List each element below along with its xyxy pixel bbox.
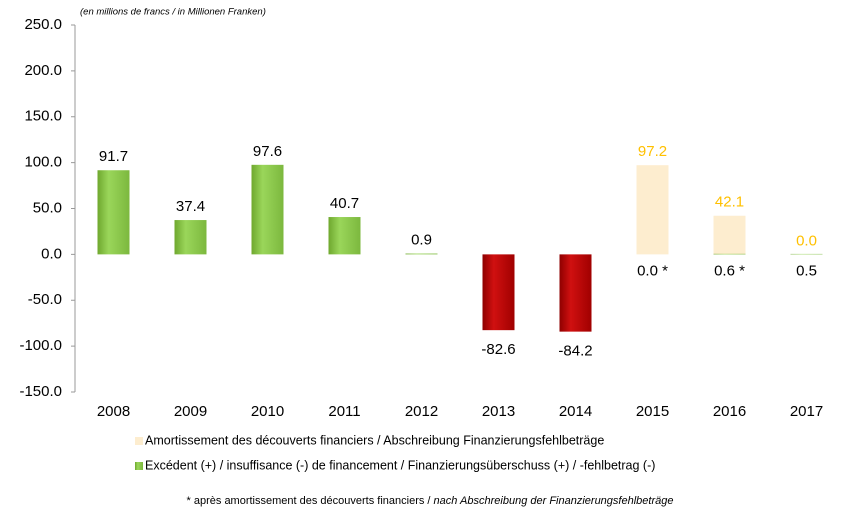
bar xyxy=(251,164,284,255)
x-tick-label: 2015 xyxy=(636,403,669,420)
footnote-text: * après amortissement des découverts fin… xyxy=(187,495,434,507)
value-label: 42.1 xyxy=(715,194,744,211)
footnote-text: nach Abschreibung der Finanzierungsfehlb… xyxy=(434,495,674,507)
y-tick-label: 200.0 xyxy=(24,62,62,79)
value-label: 97.6 xyxy=(253,143,282,160)
y-tick-label: -150.0 xyxy=(19,383,62,400)
bar xyxy=(636,165,669,255)
legend-label: Amortissement des découverts financiers … xyxy=(145,433,604,447)
bar xyxy=(405,253,438,255)
x-tick-label: 2011 xyxy=(328,403,360,420)
value-label: 0.5 xyxy=(796,262,817,279)
y-tick-label: 150.0 xyxy=(24,108,62,125)
bar xyxy=(174,220,207,255)
value-label: 37.4 xyxy=(176,198,205,215)
value-label: 91.7 xyxy=(99,148,128,165)
legend-swatch xyxy=(135,437,143,445)
x-tick-label: 2010 xyxy=(251,403,284,420)
bar xyxy=(559,254,592,332)
y-tick-label: 100.0 xyxy=(24,154,62,171)
value-label: 97.2 xyxy=(638,143,667,160)
value-label: 0.6 * xyxy=(714,262,745,279)
value-label: 0.0 xyxy=(796,232,817,249)
x-tick-label: 2016 xyxy=(713,403,746,420)
y-tick-label: 250.0 xyxy=(24,16,62,33)
y-tick-label: 0.0 xyxy=(41,245,62,262)
bar xyxy=(328,217,361,255)
y-tick-label: -50.0 xyxy=(28,291,62,308)
bar xyxy=(97,170,130,255)
x-tick-label: 2008 xyxy=(97,403,130,420)
value-label: 0.0 * xyxy=(637,262,668,279)
legend-swatch xyxy=(135,462,143,470)
value-label: 40.7 xyxy=(330,195,359,212)
x-tick-label: 2013 xyxy=(482,403,515,420)
subtitle: (en millions de francs / in Millionen Fr… xyxy=(80,7,266,18)
footnote: * après amortissement des découverts fin… xyxy=(187,495,674,507)
bar xyxy=(713,253,746,255)
legend-label: Excédent (+) / insuffisance (-) de finan… xyxy=(145,458,655,472)
y-tick-label: -100.0 xyxy=(19,337,62,354)
y-tick-label: 50.0 xyxy=(33,199,62,216)
x-tick-label: 2017 xyxy=(790,403,823,420)
value-label: 0.9 xyxy=(411,232,432,249)
x-tick-label: 2012 xyxy=(405,403,438,420)
value-label: -84.2 xyxy=(558,343,592,360)
x-tick-label: 2014 xyxy=(559,403,592,420)
x-tick-label: 2009 xyxy=(174,403,207,420)
bar xyxy=(713,215,746,255)
bar xyxy=(482,254,515,331)
value-label: -82.6 xyxy=(481,341,515,358)
